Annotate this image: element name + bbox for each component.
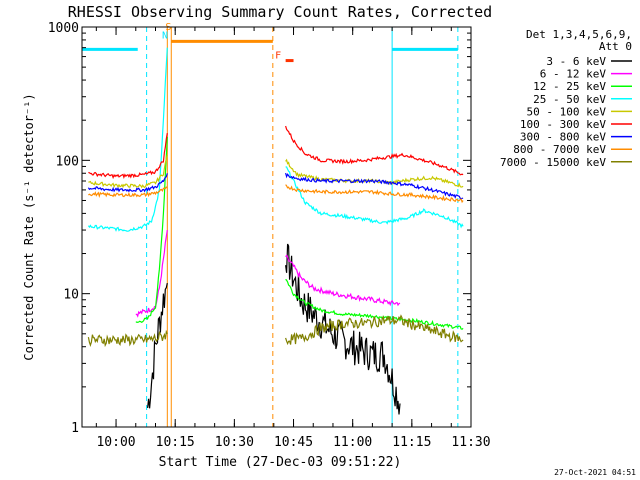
x-tick-label-1: 10:15 [156,435,195,450]
series-line-8 [87,314,464,348]
plot-area: SNF [82,22,464,427]
series-line-5 [88,125,464,180]
x-tick-label-4: 11:00 [333,435,372,450]
series-line-6 [87,172,464,200]
x-tick-label-2: 10:30 [215,435,254,450]
series-line-7 [88,184,464,204]
chart-title: RHESSI Observing Summary Count Rates, Co… [68,3,492,21]
annotation-1: N [162,30,168,41]
x-axis-label: Start Time (27-Dec-03 09:51:22) [159,455,402,470]
y-tick-label-3: 1000 [48,21,79,36]
legend-title-0: Det 1,3,4,5,6,9, [526,28,632,41]
series-line-1 [135,230,401,318]
plot-frame [81,26,472,428]
y-tick-label-1: 10 [63,288,79,303]
legend-label-8: 7000 - 15000 keV [500,156,606,169]
y-axis-label: Corrected Count Rate (s⁻¹ detector⁻¹) [22,93,36,360]
legend-label-6: 300 - 800 keV [520,131,606,144]
y-tick-label-0: 1 [71,421,79,436]
x-tick-label-5: 11:15 [392,435,431,450]
y-tick-label-2: 100 [56,154,79,169]
x-tick-label-6: 11:30 [451,435,490,450]
x-tick-label-0: 10:00 [96,435,135,450]
series-line-0 [147,243,401,415]
series-line-3 [87,47,464,232]
series-line-4 [88,154,464,189]
legend-title-1: Att 0 [599,40,632,53]
annotation-2: F [275,51,281,62]
axis-ticks: 10:00 10:15 10:30 10:45 11:00 11:15 11:30 1 10 10… [48,21,491,450]
legend-label-5: 100 - 300 keV [520,118,606,131]
legend-label-4: 50 - 100 keV [527,105,607,118]
legend-label-2: 12 - 25 keV [533,80,606,93]
legend-label-3: 25 - 50 keV [533,93,606,106]
legend-label-7: 800 - 7000 keV [513,143,606,156]
legend-label-1: 6 - 12 keV [540,68,607,81]
x-tick-label-3: 10:45 [274,435,313,450]
legend-label-0: 3 - 6 keV [546,55,606,68]
footer-date: 27-Oct-2021 04:51 [554,468,636,477]
